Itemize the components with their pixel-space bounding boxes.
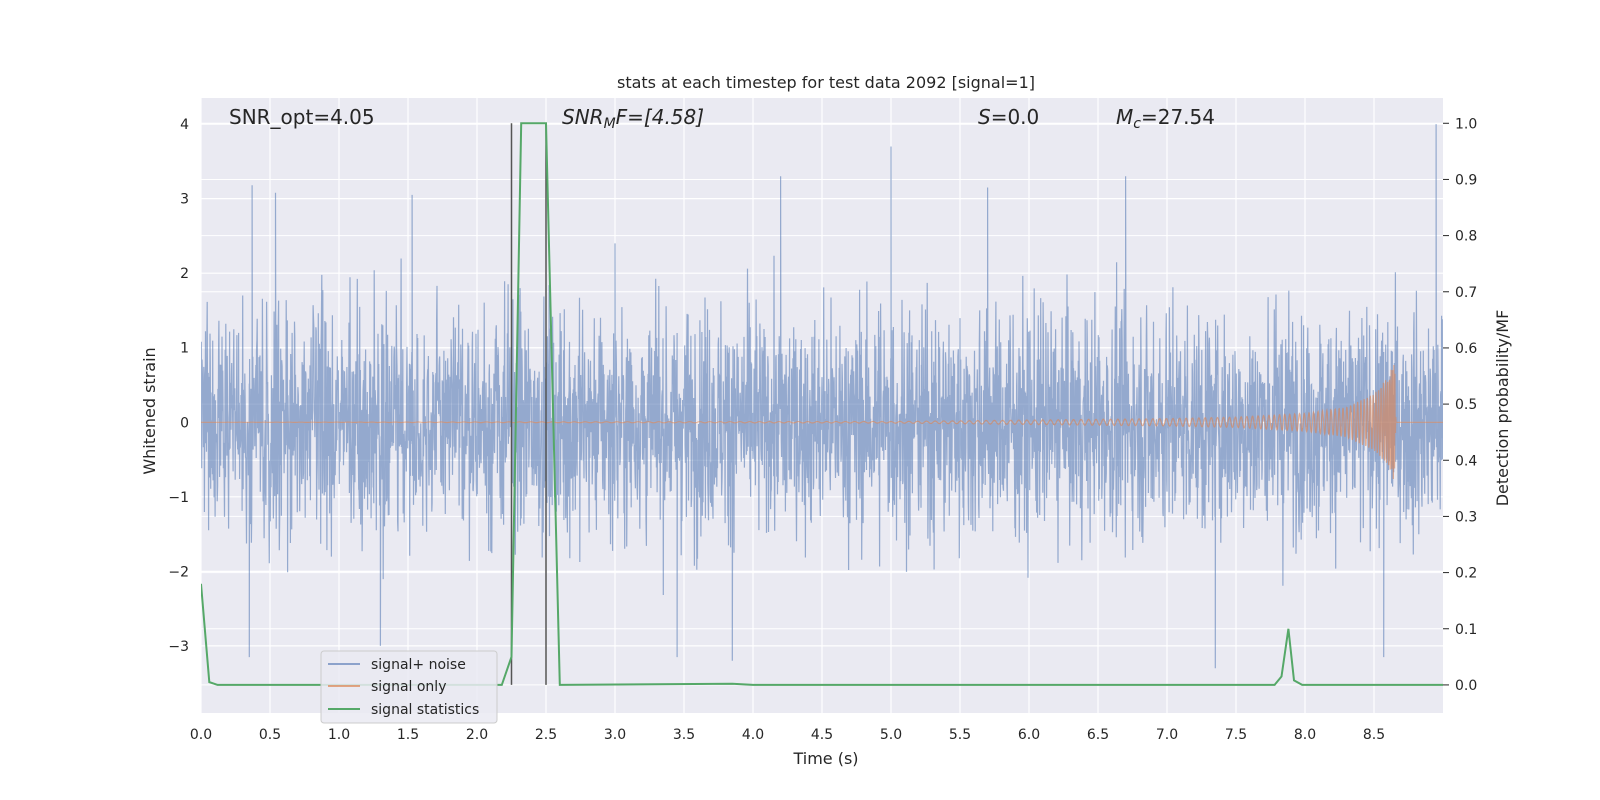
- annotation-mc: Mc=27.54: [1116, 105, 1215, 132]
- y2-axis-ticks: 1.0 0.9 0.8 0.7 0.6 0.5 0.4 0.3 0.2 0.1 0.0: [1443, 116, 1477, 694]
- legend-label-signal-noise: signal+ noise: [371, 657, 466, 673]
- y2-tick-label: 0.8: [1455, 229, 1477, 245]
- x-tick-label: 6.0: [1018, 727, 1040, 743]
- x-tick-label: 4.5: [811, 727, 833, 743]
- legend-label-signal-statistics: signal statistics: [371, 702, 479, 718]
- y-tick-label: −2: [168, 564, 189, 580]
- annotation-s: S=0.0: [978, 105, 1039, 129]
- x-tick-label: 0.5: [259, 727, 281, 743]
- x-tick-label: 1.5: [397, 727, 419, 743]
- legend-label-signal-only: signal only: [371, 679, 446, 695]
- y-tick-label: 3: [180, 192, 189, 208]
- y2-tick-label: 0.1: [1455, 622, 1477, 638]
- x-tick-label: 6.5: [1087, 727, 1109, 743]
- x-tick-label: 0.0: [190, 727, 212, 743]
- x-tick-label: 3.5: [673, 727, 695, 743]
- y2-tick-label: 0.0: [1455, 678, 1477, 694]
- y2-tick-label: 0.6: [1455, 341, 1477, 357]
- series-signal-only: [201, 364, 1443, 480]
- y-tick-label: 2: [180, 266, 189, 282]
- annotation-s-main: S: [978, 105, 991, 129]
- x-tick-label: 3.0: [604, 727, 626, 743]
- legend-box: [320, 650, 498, 724]
- y-axis-label: Whitened strain: [140, 347, 159, 474]
- y2-tick-label: 0.7: [1455, 285, 1477, 301]
- x-tick-label: 8.0: [1294, 727, 1316, 743]
- annotation-snr-mf-main: SNR: [562, 105, 604, 129]
- y-tick-label: 0: [180, 415, 189, 431]
- annotation-mc-rest: =27.54: [1141, 105, 1215, 129]
- annotation-mc-main: M: [1116, 105, 1133, 129]
- y2-tick-label: 0.3: [1455, 509, 1477, 525]
- x-tick-label: 7.5: [1225, 727, 1247, 743]
- x-tick-label: 7.0: [1156, 727, 1178, 743]
- y2-tick-label: 0.4: [1455, 453, 1477, 469]
- x-tick-label: 5.0: [880, 727, 902, 743]
- x-tick-label: 2.5: [535, 727, 557, 743]
- y-axis-ticks: 4 3 2 1 0 −1 −2 −3: [168, 117, 189, 655]
- y-tick-label: −3: [168, 639, 189, 655]
- y2-tick-label: 0.2: [1455, 566, 1477, 582]
- annotation-s-rest: =0.0: [991, 105, 1040, 129]
- x-tick-label: 8.5: [1363, 727, 1385, 743]
- y2-tick-label: 0.5: [1455, 397, 1477, 413]
- chart-title: stats at each timestep for test data 209…: [617, 73, 1035, 92]
- y2-axis-label: Detection probability/MF: [1493, 310, 1512, 507]
- annotation-snr-mf: SNRMF=[4.58]: [562, 105, 704, 132]
- series-signal-noise: [201, 124, 1443, 669]
- y-tick-label: 1: [180, 341, 189, 357]
- y-tick-label: −1: [168, 490, 189, 506]
- vertical-lines: [510, 123, 547, 685]
- annotation-snr-mf-sub: M: [604, 116, 616, 132]
- x-tick-label: 2.0: [466, 727, 488, 743]
- annotation-snr-opt: SNR_opt=4.05: [229, 105, 375, 129]
- x-axis-ticks: 0.0 0.5 1.0 1.5 2.0 2.5 3.0 3.5 4.0 4.5 5.0 5.5 6.0 6…: [190, 727, 1385, 743]
- annotation-mc-sub: c: [1133, 116, 1141, 132]
- x-tick-label: 1.0: [328, 727, 350, 743]
- legend: signal+ noise signal only signal statist…: [320, 650, 498, 724]
- y2-tick-label: 1.0: [1455, 116, 1477, 132]
- y-tick-label: 4: [180, 117, 189, 133]
- annotation-snr-mf-rest: F=[4.58]: [616, 105, 704, 129]
- y2-tick-label: 0.9: [1455, 172, 1477, 188]
- x-axis-label: Time (s): [792, 749, 858, 768]
- x-tick-label: 4.0: [742, 727, 764, 743]
- x-tick-label: 5.5: [949, 727, 971, 743]
